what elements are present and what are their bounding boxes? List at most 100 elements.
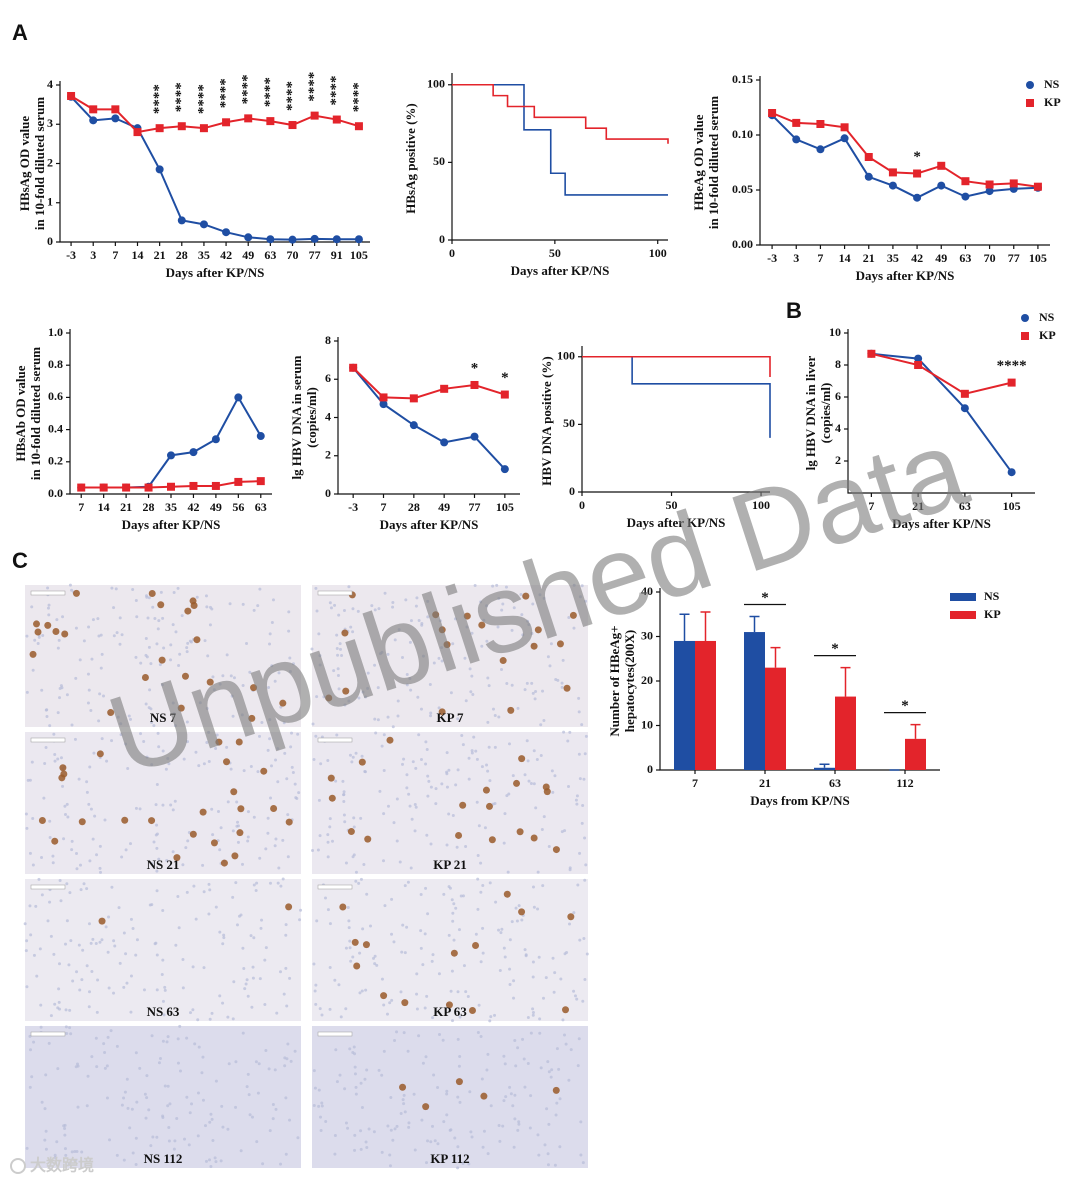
cell bbox=[481, 926, 485, 930]
marker bbox=[960, 404, 969, 413]
cell bbox=[511, 1104, 515, 1108]
cell bbox=[252, 883, 256, 887]
stained-cell bbox=[141, 673, 149, 681]
cell bbox=[85, 780, 89, 784]
cell bbox=[436, 1085, 440, 1089]
x-tick-label: 14 bbox=[839, 251, 851, 265]
cell bbox=[185, 650, 189, 654]
marker bbox=[816, 145, 825, 154]
annotation: **** bbox=[262, 77, 278, 107]
cell bbox=[445, 1089, 449, 1093]
marker bbox=[409, 394, 418, 403]
cell bbox=[169, 803, 173, 807]
cell bbox=[337, 687, 341, 691]
stained-cell bbox=[177, 704, 185, 712]
cell bbox=[31, 816, 35, 820]
cell bbox=[90, 657, 94, 661]
cell bbox=[169, 643, 173, 647]
cell bbox=[441, 1038, 445, 1042]
marker bbox=[288, 121, 297, 130]
cell bbox=[390, 932, 394, 936]
stained-cell bbox=[72, 589, 80, 597]
cell bbox=[73, 1150, 77, 1154]
cell bbox=[501, 1124, 505, 1128]
y-tick-label: 0 bbox=[647, 762, 653, 776]
cell bbox=[485, 639, 489, 643]
marker bbox=[266, 117, 275, 126]
cell bbox=[516, 1128, 520, 1132]
cell bbox=[176, 1061, 180, 1065]
cell bbox=[353, 1148, 357, 1152]
cell bbox=[503, 1062, 507, 1066]
cell bbox=[155, 869, 159, 873]
cell bbox=[250, 1115, 254, 1119]
cell bbox=[409, 866, 413, 870]
y-axis-label: HBsAb OD value bbox=[13, 365, 28, 461]
cell bbox=[413, 1148, 417, 1152]
bar bbox=[814, 767, 835, 770]
cell bbox=[107, 915, 111, 919]
cell bbox=[40, 1100, 44, 1104]
cell bbox=[344, 946, 348, 950]
y-tick-label: 10 bbox=[641, 717, 653, 731]
cell bbox=[145, 755, 149, 759]
cell bbox=[575, 794, 579, 798]
cell bbox=[386, 1124, 390, 1128]
cell bbox=[527, 779, 531, 783]
cell bbox=[576, 1064, 580, 1068]
cell bbox=[156, 627, 160, 631]
cell bbox=[540, 828, 544, 832]
cell bbox=[445, 785, 449, 789]
x-tick-label: 35 bbox=[887, 251, 899, 265]
cell bbox=[547, 1122, 551, 1126]
cell bbox=[52, 732, 56, 736]
cell bbox=[312, 758, 316, 762]
annotation: **** bbox=[195, 84, 211, 114]
marker bbox=[199, 220, 208, 229]
cell bbox=[185, 890, 189, 894]
cell bbox=[468, 1090, 472, 1094]
cell bbox=[200, 1071, 204, 1075]
cell bbox=[131, 927, 135, 931]
error-bar bbox=[770, 646, 781, 668]
cell bbox=[112, 606, 116, 610]
cell bbox=[391, 601, 395, 605]
cell bbox=[348, 1047, 352, 1051]
micrograph-label: KP 7 bbox=[436, 710, 464, 725]
cell bbox=[193, 1042, 197, 1046]
cell bbox=[125, 981, 129, 985]
cell bbox=[429, 711, 433, 715]
cell bbox=[70, 1150, 74, 1154]
cell bbox=[47, 1041, 51, 1045]
cell bbox=[414, 604, 418, 608]
y-axis-label: HBV DNA positive (%) bbox=[539, 356, 554, 485]
cell bbox=[563, 952, 567, 956]
cell bbox=[445, 770, 449, 774]
cell bbox=[354, 751, 358, 755]
cell bbox=[249, 934, 253, 938]
marker bbox=[167, 482, 175, 491]
cell bbox=[468, 667, 472, 671]
cell bbox=[382, 812, 386, 816]
cell bbox=[431, 1016, 435, 1020]
cell bbox=[284, 966, 288, 970]
cell bbox=[333, 1152, 337, 1156]
cell bbox=[98, 844, 102, 848]
cell bbox=[221, 1125, 225, 1129]
x-tick-label: 56 bbox=[232, 500, 244, 514]
marker bbox=[913, 169, 922, 178]
stained-cell bbox=[339, 903, 347, 911]
cell bbox=[440, 659, 444, 663]
x-axis-label: Days after KP/NS bbox=[511, 263, 610, 278]
cell bbox=[149, 662, 153, 666]
cell bbox=[89, 709, 93, 713]
cell bbox=[408, 640, 412, 644]
marker bbox=[155, 165, 164, 174]
cell bbox=[458, 1054, 462, 1058]
y-axis-label: lg HBV DNA in liver bbox=[803, 355, 818, 470]
cell bbox=[122, 1096, 126, 1100]
cell bbox=[343, 703, 347, 707]
cell bbox=[328, 825, 332, 829]
cell bbox=[209, 1112, 213, 1116]
cell bbox=[144, 702, 148, 706]
